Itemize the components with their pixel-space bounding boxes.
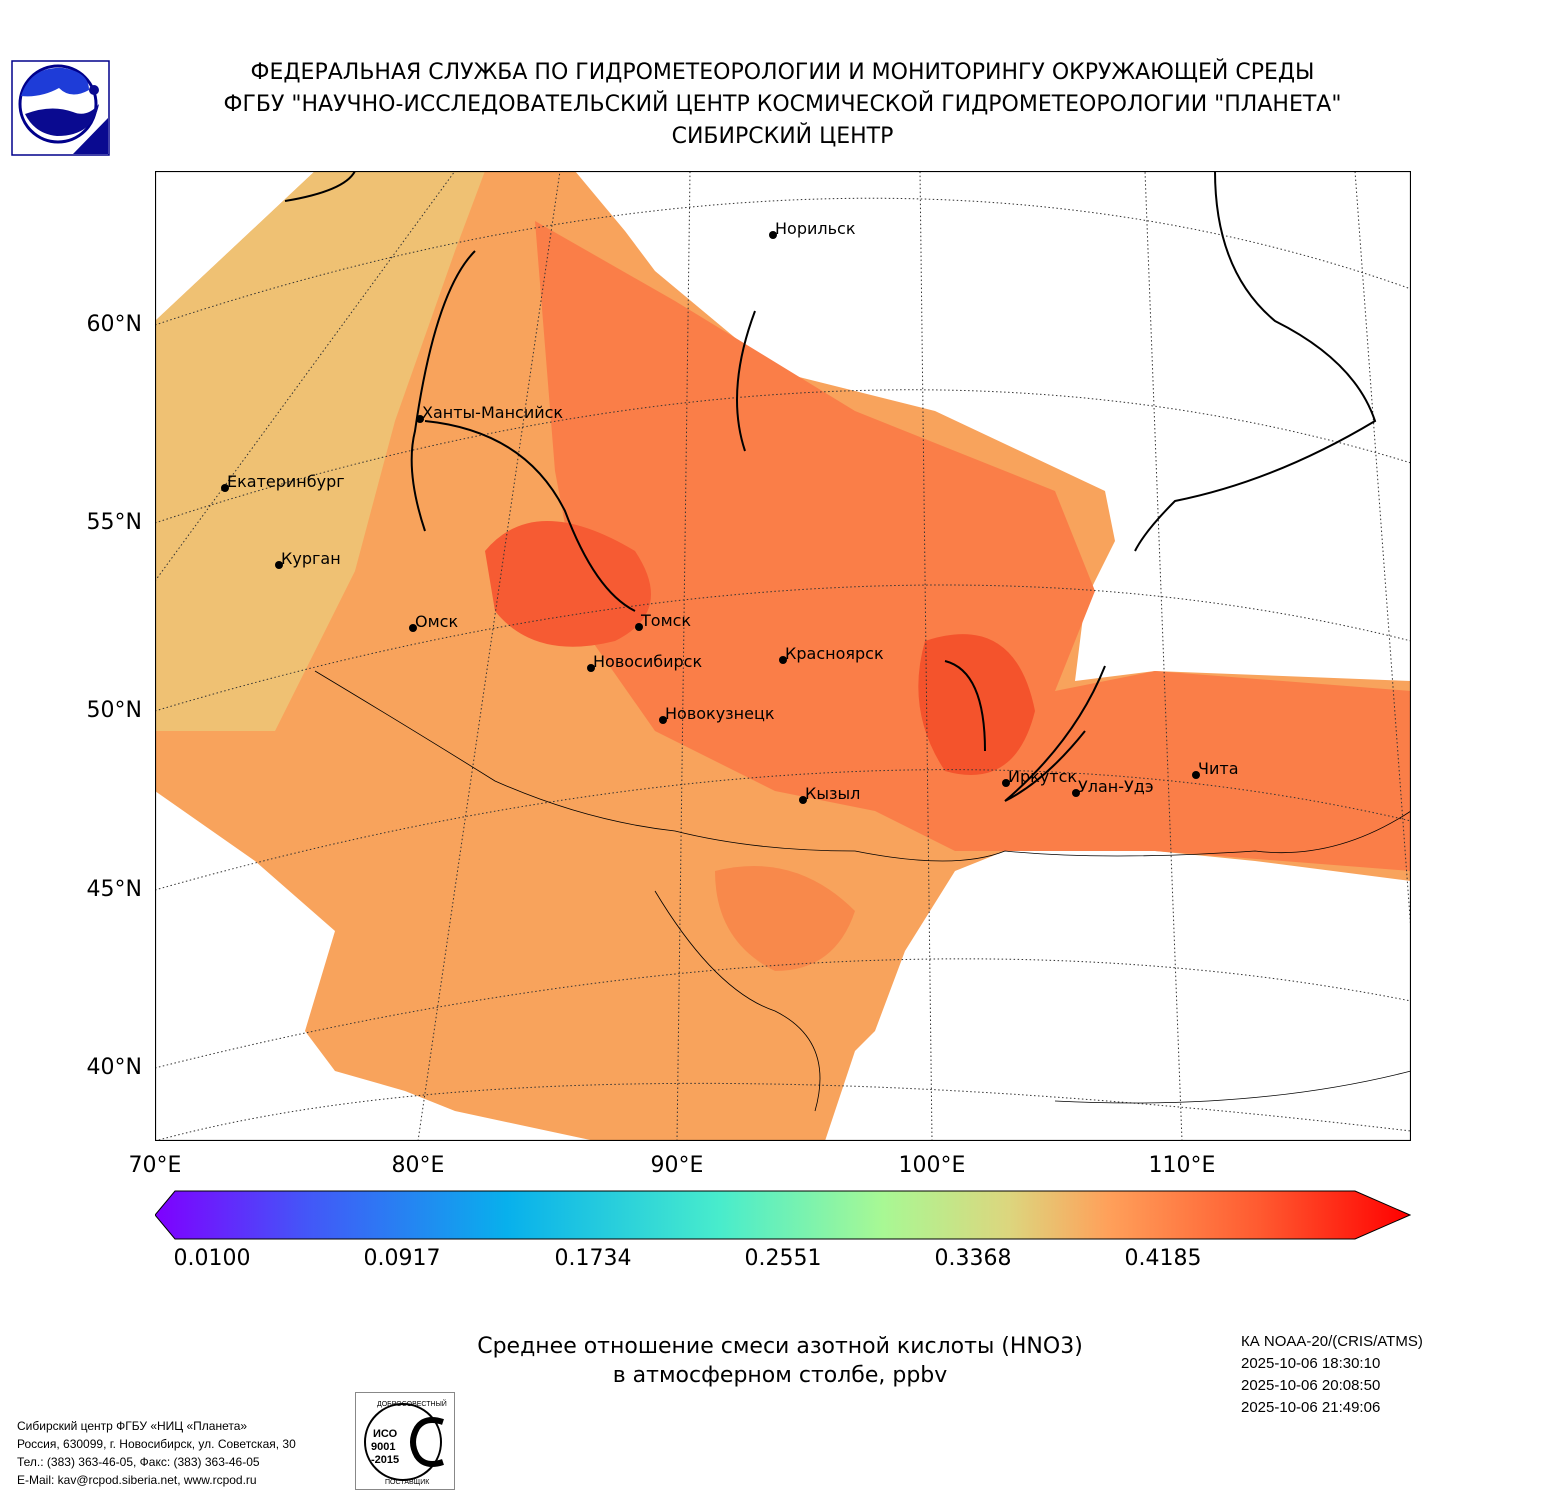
pass-time: 2025-10-06 21:49:06 [1241, 1399, 1381, 1416]
pass-time: 2025-10-06 18:30:10 [1241, 1355, 1381, 1372]
lat-label: 40°N [86, 1055, 142, 1080]
lat-label: 45°N [86, 877, 142, 902]
svg-text:ДОБРОСОВЕСТНЫЙ: ДОБРОСОВЕСТНЫЙ [377, 1399, 447, 1408]
lon-label: 70°E [128, 1153, 182, 1178]
product-title-1: Среднее отношение смеси азотной кислоты … [477, 1334, 1083, 1359]
colorbar-tick: 0.4185 [1124, 1246, 1202, 1271]
pass-time: 2025-10-06 20:08:50 [1241, 1377, 1381, 1394]
footer-org: Сибирский центр ФГБУ «НИЦ «Планета» [17, 1419, 248, 1433]
lat-label: 50°N [86, 698, 142, 723]
header-line-3: СИБИРСКИЙ ЦЕНТР [671, 124, 894, 149]
colorbar-tick: 0.2551 [744, 1246, 822, 1271]
product-title-2: в атмосферном столбе, ppbv [612, 1363, 948, 1388]
planeta-logo [11, 60, 110, 156]
lon-label: 90°E [650, 1153, 704, 1178]
lon-label: 110°E [1148, 1153, 1216, 1178]
lon-label: 100°E [898, 1153, 966, 1178]
colorbar-tick: 0.0917 [363, 1246, 441, 1271]
colorbar-tick: 0.3368 [934, 1246, 1012, 1271]
footer-email: E-Mail: kav@rcpod.siberia.net, www.rcpod… [17, 1473, 257, 1487]
colorbar-tick: 0.1734 [554, 1246, 632, 1271]
graticule [155, 171, 1411, 1141]
colorbar-tick: 0.0100 [173, 1246, 251, 1271]
iso-9001-logo: ИСО 9001 -2015 ДОБРОСОВЕСТНЫЙ ПОСТАВЩИК [355, 1392, 455, 1490]
lat-label: 55°N [86, 510, 142, 535]
footer-contact: Сибирский центр ФГБУ «НИЦ «Планета» Росс… [17, 1417, 296, 1489]
svg-text:9001: 9001 [371, 1441, 395, 1453]
footer-address: Россия, 630099, г. Новосибирск, ул. Сове… [17, 1437, 296, 1451]
borders [314, 670, 1411, 1112]
lat-label: 60°N [86, 312, 142, 337]
header-line-2: ФГБУ "НАУЧНО-ИССЛЕДОВАТЕЛЬСКИЙ ЦЕНТР КОС… [223, 92, 1342, 117]
lon-label: 80°E [391, 1153, 445, 1178]
svg-text:ПОСТАВЩИК: ПОСТАВЩИК [385, 1479, 430, 1486]
footer-phone: Тел.: (383) 363-46-05, Факс: (383) 363-4… [17, 1455, 260, 1469]
colorbar [155, 1190, 1411, 1240]
svg-text:-2015: -2015 [371, 1454, 399, 1466]
header-line-1: ФЕДЕРАЛЬНАЯ СЛУЖБА ПО ГИДРОМЕТЕОРОЛОГИИ … [250, 60, 1315, 85]
svg-text:ИСО: ИСО [373, 1428, 398, 1440]
satellite-name: КА NOAA-20/(CRIS/ATMS) [1241, 1333, 1423, 1350]
